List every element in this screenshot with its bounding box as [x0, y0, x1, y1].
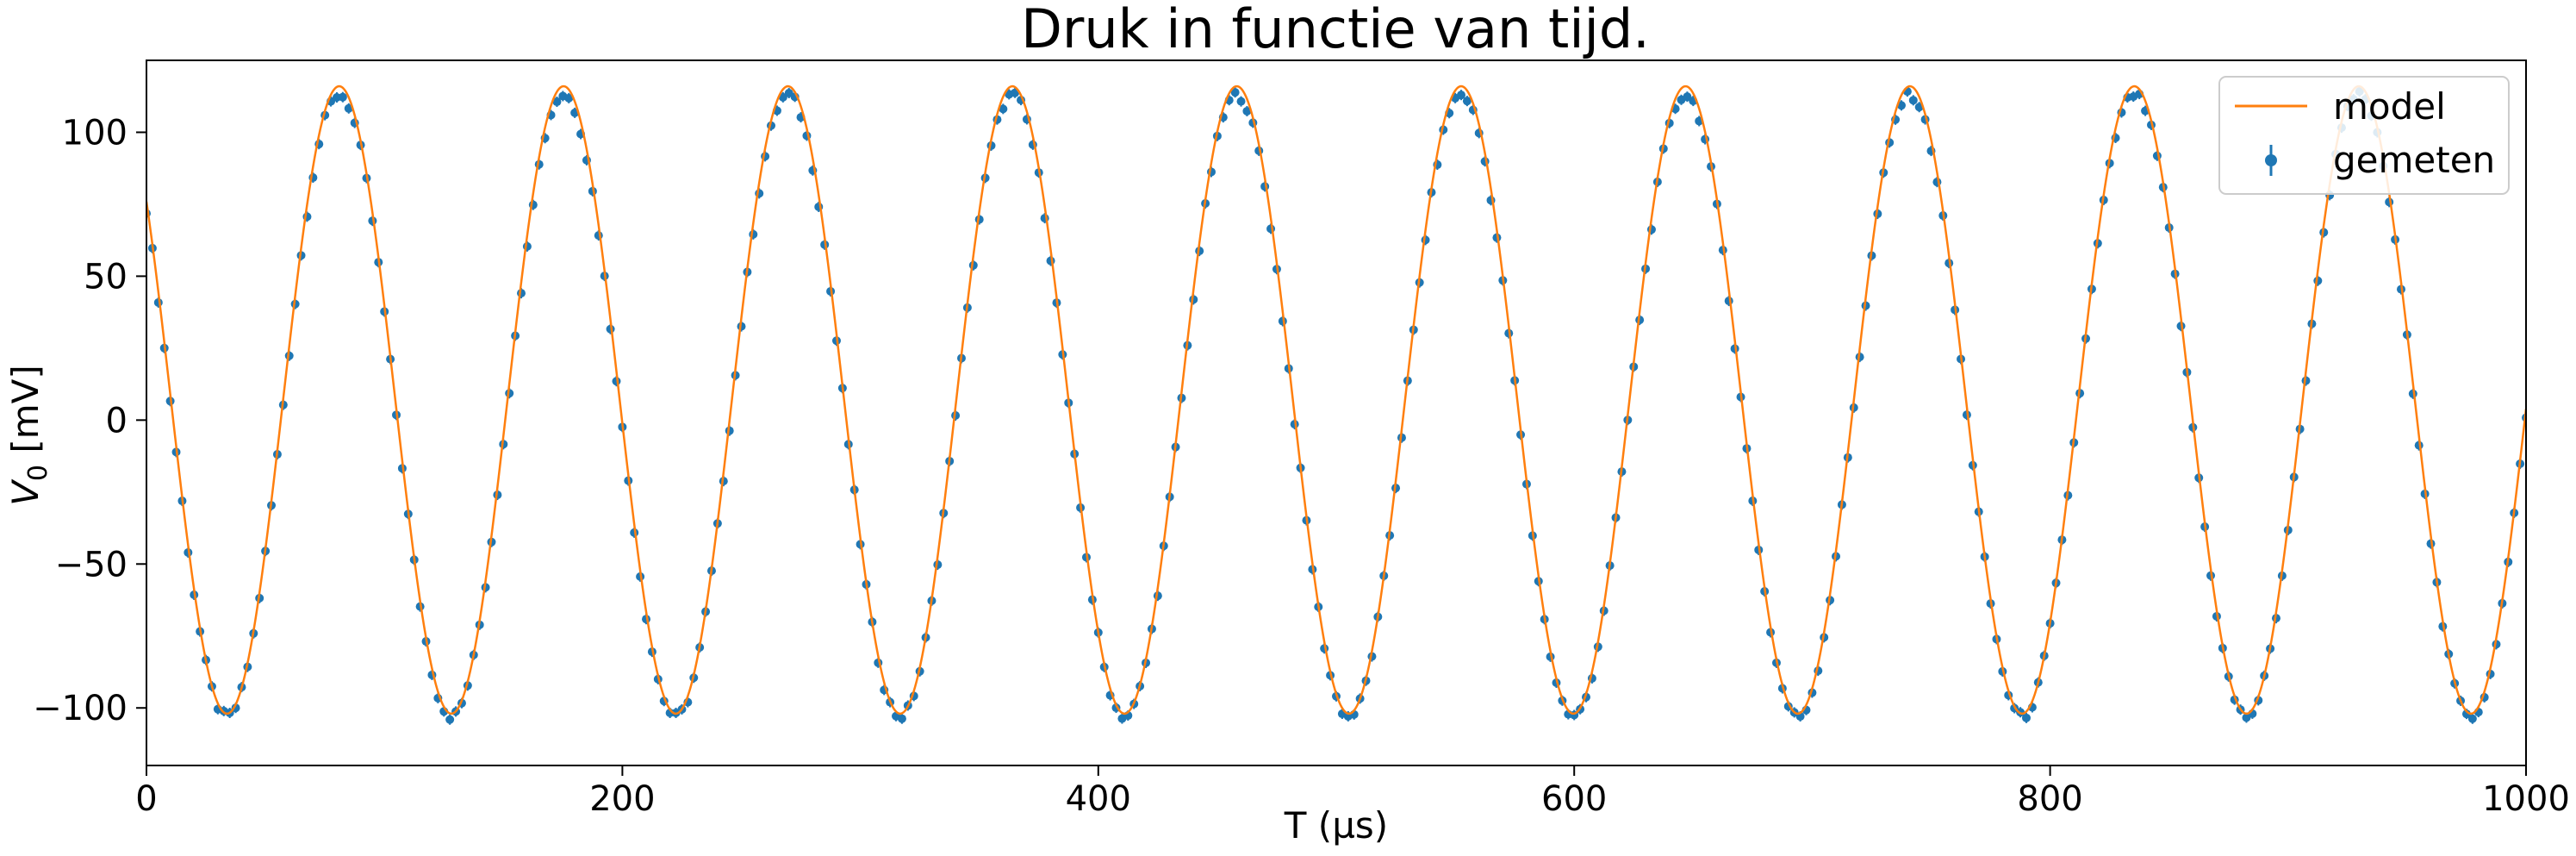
data-point: [2467, 714, 2477, 723]
y-tick-label: 100: [62, 113, 128, 153]
model-line: [146, 84, 2526, 715]
data-point: [1457, 91, 1466, 100]
x-axis-label: T (µs): [1284, 804, 1388, 847]
data-point: [1908, 96, 1918, 105]
legend-model-label: model: [2333, 85, 2446, 128]
data-point: [1230, 88, 1240, 97]
data-point: [1242, 106, 1252, 116]
data-point: [1236, 97, 1246, 106]
y-axis: −100 −50 0 50 100: [33, 113, 146, 728]
x-tick-label: 1000: [2482, 779, 2570, 819]
x-tick-label: 800: [2017, 779, 2082, 819]
data-point: [552, 97, 562, 107]
y-tick-label: −50: [55, 545, 128, 584]
legend: model gemeten: [2218, 76, 2510, 195]
data-point: [749, 229, 758, 239]
y-axis-label-var: V: [4, 478, 47, 506]
data-point: [897, 714, 906, 723]
chart-title: Druk in functie van tijd.: [1021, 0, 1650, 60]
data-point: [338, 92, 347, 102]
data-point: [445, 715, 455, 724]
data-point: [564, 93, 574, 103]
data-point: [999, 104, 1008, 114]
legend-gemeten-point-marker: [2265, 154, 2277, 166]
data-point: [1683, 92, 1692, 102]
data-point: [344, 103, 353, 113]
plot-area: [146, 59, 2527, 766]
x-tick-label: 600: [1541, 779, 1607, 819]
x-tick-label: 0: [135, 779, 157, 819]
x-tick-label: 200: [589, 779, 655, 819]
y-tick-label: −100: [33, 689, 128, 728]
legend-gemeten-label: gemeten: [2333, 139, 2495, 181]
x-axis: 0 200 400 600 800 1000: [135, 765, 2570, 819]
data-point: [1462, 97, 1472, 106]
y-axis-label: V0 [mV]: [4, 365, 53, 506]
data-point: [2021, 713, 2031, 722]
data-point: [2461, 709, 2471, 719]
y-axis-label-unit: [mV]: [4, 365, 47, 465]
y-axis-label-sub: 0: [23, 465, 53, 481]
y-tick-label: 50: [84, 257, 128, 297]
x-tick-label: 400: [1066, 779, 1131, 819]
series-gemeten: [146, 86, 2526, 725]
y-tick-label: 0: [106, 401, 128, 440]
plot-frame: [146, 59, 2527, 766]
